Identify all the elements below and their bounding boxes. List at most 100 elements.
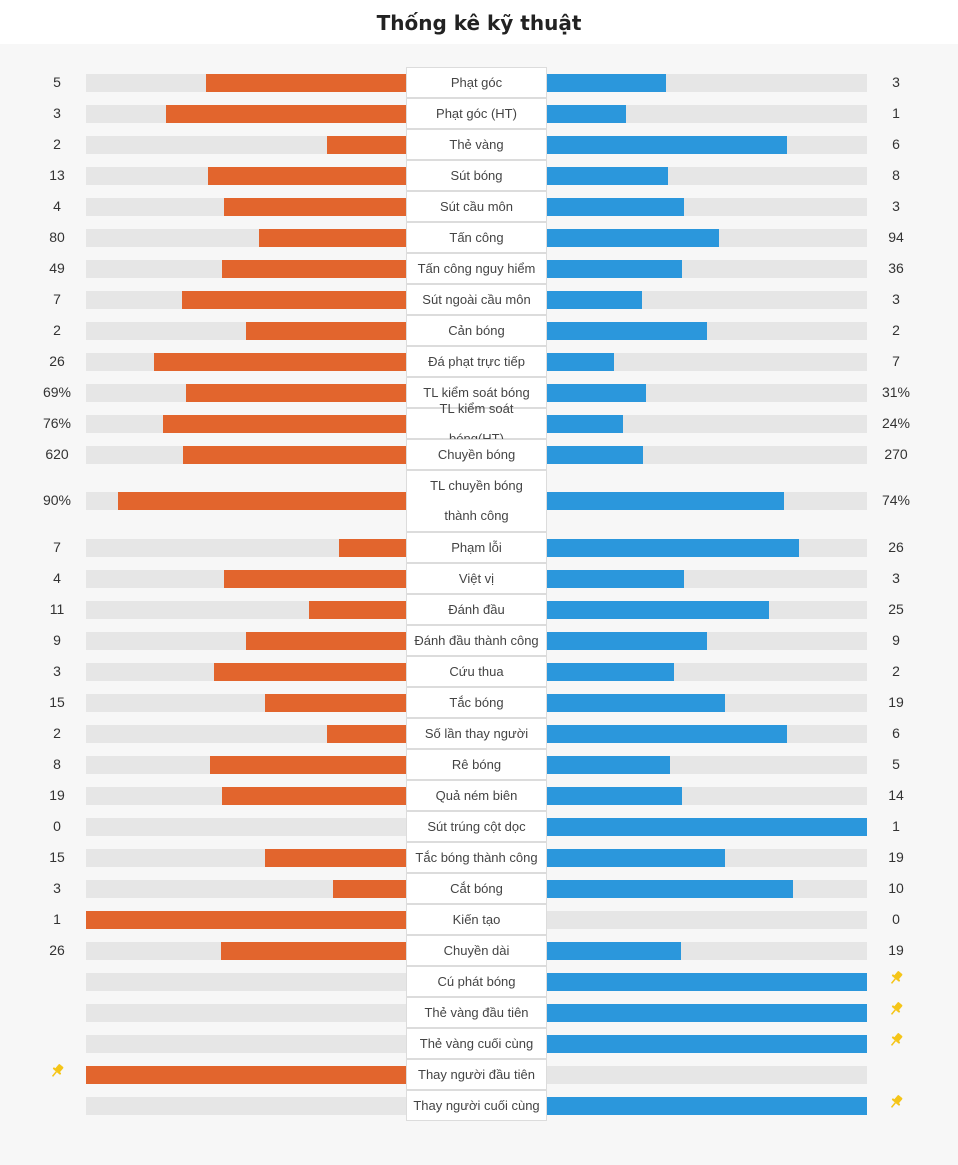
away-bar-track xyxy=(546,817,867,836)
away-bar-track xyxy=(546,569,867,588)
away-bar xyxy=(546,290,642,309)
page-title: Thống kê kỹ thuật xyxy=(376,11,582,35)
stat-label: Cứu thua xyxy=(406,656,547,687)
away-value: 8 xyxy=(892,166,900,183)
home-bar-track xyxy=(86,166,407,185)
stat-label: Thẻ vàng cuối cùng xyxy=(406,1028,547,1059)
away-bar-track xyxy=(546,197,867,216)
away-value: 0 xyxy=(892,910,900,927)
away-bar xyxy=(546,197,684,216)
pin-icon xyxy=(49,1063,65,1079)
away-value: 2 xyxy=(892,321,900,338)
away-bar xyxy=(546,352,614,371)
home-value: 7 xyxy=(53,538,61,555)
stat-label: Sút ngoài cầu môn xyxy=(406,284,547,315)
home-bar-track xyxy=(86,321,407,340)
home-bar xyxy=(222,786,407,805)
home-bar xyxy=(224,569,407,588)
home-bar-track xyxy=(86,104,407,123)
home-value: 11 xyxy=(49,600,65,617)
home-bar xyxy=(208,166,407,185)
stat-label: Chuyền bóng xyxy=(406,439,547,470)
away-bar xyxy=(546,104,626,123)
home-value: 15 xyxy=(49,848,65,865)
away-bar-track xyxy=(546,910,867,929)
away-bar xyxy=(546,941,681,960)
home-value: 26 xyxy=(49,941,65,958)
home-bar xyxy=(327,724,407,743)
stat-label: Phạt góc (HT) xyxy=(406,98,547,129)
home-bar xyxy=(86,1065,407,1084)
stat-label: Tấn công nguy hiểm xyxy=(406,253,547,284)
stat-label: Tấn công xyxy=(406,222,547,253)
stat-label: Sút bóng xyxy=(406,160,547,191)
stat-label: Phạm lỗi xyxy=(406,532,547,563)
home-bar xyxy=(327,135,407,154)
home-bar-track xyxy=(86,1034,407,1053)
away-bar xyxy=(546,631,707,650)
away-bar xyxy=(546,1096,867,1115)
stat-label: Chuyền dài xyxy=(406,935,547,966)
away-value: 94 xyxy=(888,228,904,245)
home-value: 90% xyxy=(42,492,72,508)
stat-label: Sút cầu môn xyxy=(406,191,547,222)
away-value: 74% xyxy=(881,492,911,508)
home-value: 8 xyxy=(53,755,61,772)
away-bar xyxy=(546,1034,867,1053)
home-bar-track xyxy=(86,631,407,650)
away-bar-track xyxy=(546,259,867,278)
home-bar-track xyxy=(86,724,407,743)
stat-label: Thay người cuối cùng xyxy=(406,1090,547,1121)
home-value: 1 xyxy=(53,910,61,927)
pin-icon xyxy=(888,970,904,986)
home-bar xyxy=(339,538,407,557)
home-bar-track xyxy=(86,228,407,247)
stat-label: Số lần thay người xyxy=(406,718,547,749)
stat-label: Đánh đầu thành công xyxy=(406,625,547,656)
home-value: 19 xyxy=(49,786,65,803)
away-bar xyxy=(546,972,867,991)
home-value: 4 xyxy=(53,569,61,586)
stat-label: Kiến tạo xyxy=(406,904,547,935)
home-bar-track xyxy=(86,352,407,371)
away-bar xyxy=(546,73,666,92)
away-value: 14 xyxy=(888,786,904,803)
stat-label: Cắt bóng xyxy=(406,873,547,904)
away-bar xyxy=(546,445,643,464)
away-bar xyxy=(546,259,682,278)
pin-icon xyxy=(888,1032,904,1048)
away-bar xyxy=(546,414,623,433)
home-bar xyxy=(163,414,407,433)
away-value: 10 xyxy=(888,879,904,896)
home-value: 13 xyxy=(49,166,65,183)
away-bar-track xyxy=(546,135,867,154)
away-value: 9 xyxy=(892,631,900,648)
home-bar xyxy=(206,73,407,92)
home-bar xyxy=(86,910,407,929)
home-value: 80 xyxy=(49,228,65,245)
home-bar-track xyxy=(86,755,407,774)
home-bar-track xyxy=(86,135,407,154)
away-value: 1 xyxy=(892,817,900,834)
home-bar xyxy=(183,445,407,464)
away-value: 6 xyxy=(892,135,900,152)
away-value: 3 xyxy=(892,290,900,307)
away-bar-track xyxy=(546,104,867,123)
stat-label: Tắc bóng thành công xyxy=(406,842,547,873)
home-bar-track xyxy=(86,290,407,309)
away-bar-track xyxy=(546,492,867,510)
home-bar-track xyxy=(86,910,407,929)
home-bar-track xyxy=(86,197,407,216)
away-bar-track xyxy=(546,693,867,712)
stat-label: Quả ném biên xyxy=(406,780,547,811)
home-bar-track xyxy=(86,538,407,557)
home-bar xyxy=(333,879,407,898)
home-bar-track xyxy=(86,786,407,805)
home-bar xyxy=(186,383,407,402)
away-value: 3 xyxy=(892,73,900,90)
home-bar xyxy=(214,662,407,681)
away-bar xyxy=(546,383,646,402)
away-bar-track xyxy=(546,1065,867,1084)
home-bar-track xyxy=(86,1065,407,1084)
away-bar xyxy=(546,228,719,247)
